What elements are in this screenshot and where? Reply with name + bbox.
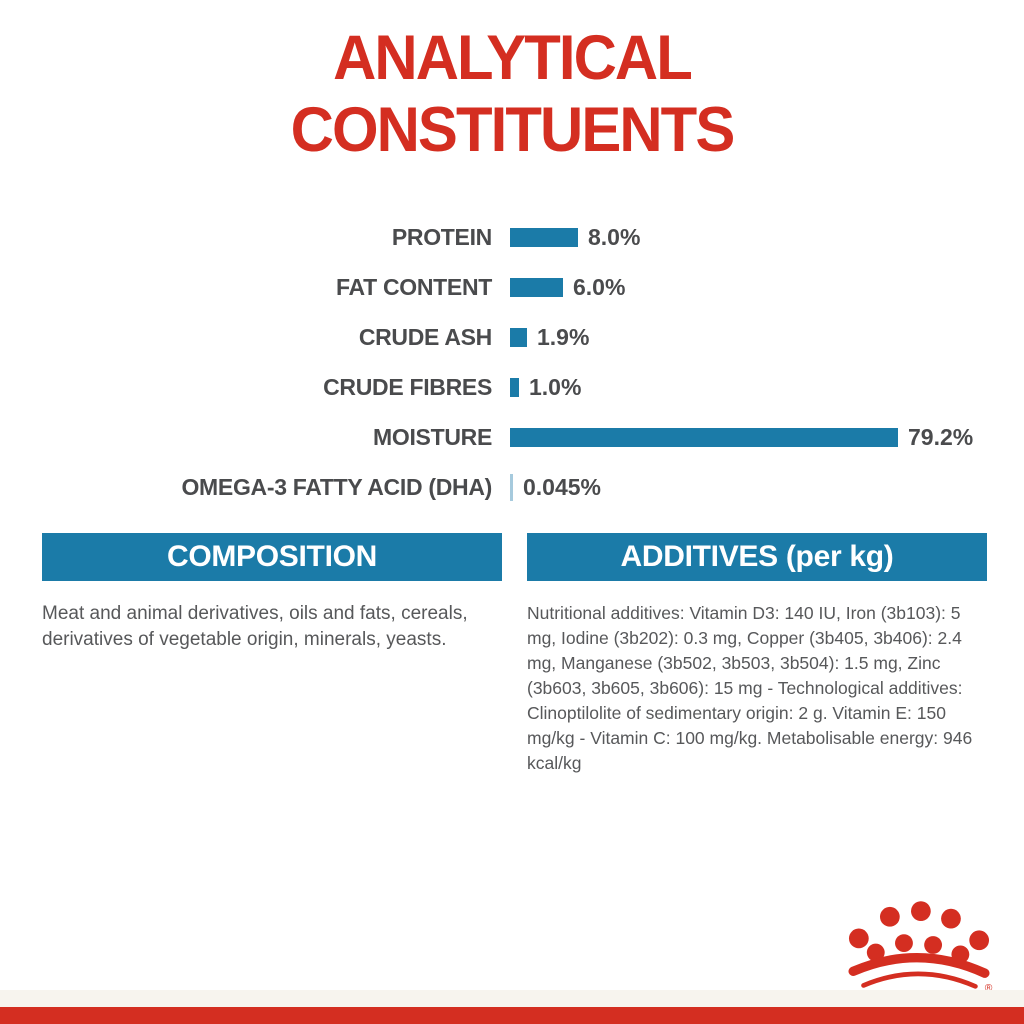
chart-bar — [510, 327, 527, 347]
chart-row-label: CRUDE FIBRES — [323, 373, 492, 400]
chart-row: MOISTURE 79.2% — [0, 412, 1024, 462]
chart-row-value: 8.0% — [588, 223, 641, 250]
chart-row-value: 1.0% — [529, 373, 582, 400]
chart-row-label: MOISTURE — [373, 423, 492, 450]
chart-row-label: FAT CONTENT — [336, 273, 492, 300]
registered-trademark-icon: ® — [985, 983, 993, 992]
chart-row-label: CRUDE ASH — [358, 323, 492, 350]
chart-row: CRUDE FIBRES 1.0% — [0, 362, 1024, 412]
chart-row-label: PROTEIN — [391, 223, 492, 250]
crown-arc-thick — [848, 952, 990, 978]
chart-row: FAT CONTENT 6.0% — [0, 262, 1024, 312]
chart-row-bar-cell: 1.0% — [510, 374, 1024, 401]
analytical-constituents-chart: PROTEIN 8.0% FAT CONTENT 6.0% CRUDE ASH … — [0, 212, 1024, 512]
chart-bar — [510, 473, 513, 501]
chart-row-label: OMEGA-3 FATTY ACID (DHA) — [181, 473, 492, 500]
composition-body-text: Meat and animal derivatives, oils and fa… — [42, 603, 468, 650]
chart-row-bar-cell: 6.0% — [510, 274, 1024, 301]
chart-row-bar-cell: 1.9% — [510, 324, 1024, 351]
page-title: ANALYTICAL CONSTITUENTS — [0, 22, 1024, 166]
chart-row-bar-cell: 79.2% — [510, 424, 1024, 451]
chart-row-bar-cell: 8.0% — [510, 224, 1024, 251]
chart-bar — [510, 227, 578, 247]
chart-row-value: 6.0% — [573, 273, 626, 300]
additives-header-banner: ADDITIVES (per kg) — [527, 533, 987, 581]
bottom-cream-strip — [0, 990, 1024, 1007]
chart-row-value: 0.045% — [523, 473, 602, 500]
crown-arc-thin — [861, 971, 978, 989]
chart-row-bar-cell: 0.045% — [510, 473, 1024, 501]
chart-row-value: 1.9% — [537, 323, 590, 350]
additives-header-label: ADDITIVES (per kg) — [620, 540, 894, 573]
chart-row: CRUDE ASH 1.9% — [0, 312, 1024, 362]
chart-row: OMEGA-3 FATTY ACID (DHA) 0.045% — [0, 462, 1024, 512]
royal-canin-crown-logo: ® — [848, 901, 993, 992]
additives-body-text: Nutritional additives: Vitamin D3: 140 I… — [527, 603, 973, 773]
page-title-line-2: CONSTITUENTS — [290, 95, 736, 165]
chart-row: PROTEIN 8.0% — [0, 212, 1024, 262]
bottom-red-bar — [0, 1007, 1024, 1024]
chart-bar — [510, 377, 519, 397]
page-title-line-1: ANALYTICAL — [333, 23, 693, 93]
chart-bar — [510, 427, 898, 447]
composition-header-label: COMPOSITION — [166, 540, 378, 573]
chart-bar — [510, 277, 563, 297]
chart-row-value: 79.2% — [908, 423, 974, 450]
composition-header-banner: COMPOSITION — [42, 533, 502, 581]
